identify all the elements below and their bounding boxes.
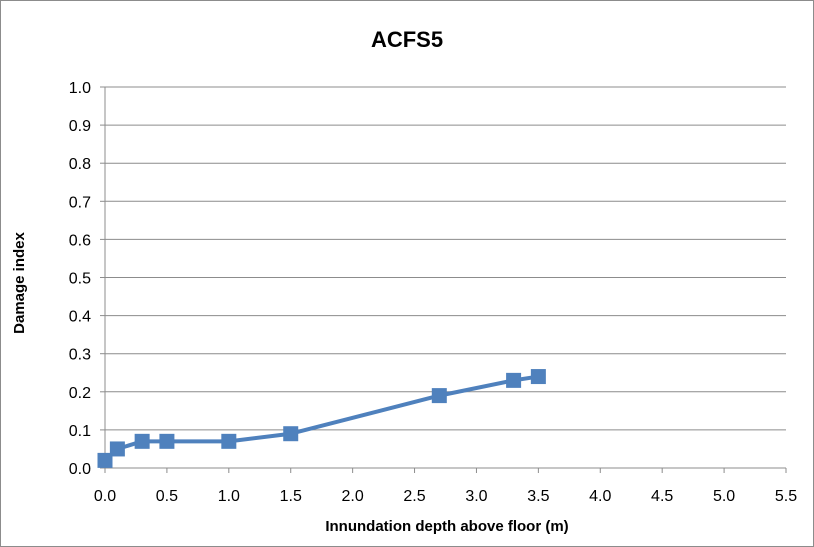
gridlines — [105, 86, 786, 431]
x-tick-label-2.0: 2.0 — [342, 488, 364, 505]
data-point-marker-1 — [109, 441, 125, 457]
data-point-marker-5 — [283, 426, 299, 442]
data-point-marker-2 — [134, 433, 150, 449]
data-point-marker-0 — [97, 452, 113, 468]
x-tick-label-0.5: 0.5 — [156, 488, 178, 505]
x-tick-label-2.5: 2.5 — [403, 488, 425, 505]
y-tick-label-0.7: 0.7 — [69, 194, 91, 211]
data-point-marker-6 — [431, 388, 447, 404]
chart-title: ACFS5 — [371, 27, 443, 52]
data-point-marker-4 — [221, 433, 237, 449]
x-tick-label-4.0: 4.0 — [589, 488, 611, 505]
data-point-marker-3 — [159, 433, 175, 449]
y-axis-title: Damage index — [11, 231, 28, 333]
y-tick-label-0.0: 0.0 — [69, 461, 91, 478]
data-series — [97, 369, 546, 468]
x-tick-label-5.5: 5.5 — [775, 488, 797, 505]
x-tick-label-4.5: 4.5 — [651, 488, 673, 505]
y-tick-label-0.1: 0.1 — [69, 423, 91, 440]
y-tick-label-0.8: 0.8 — [69, 156, 91, 173]
x-tick-label-1.0: 1.0 — [218, 488, 240, 505]
x-tick-label-3.5: 3.5 — [527, 488, 549, 505]
y-tick-label-0.2: 0.2 — [69, 385, 91, 402]
y-tick-label-1.0: 1.0 — [69, 80, 91, 97]
x-tick-label-5.0: 5.0 — [713, 488, 735, 505]
y-tick-label-0.5: 0.5 — [69, 271, 91, 288]
y-tick-label-0.9: 0.9 — [69, 118, 91, 135]
x-tick-label-0.0: 0.0 — [94, 488, 116, 505]
axes — [100, 86, 787, 473]
y-tick-label-0.6: 0.6 — [69, 232, 91, 249]
data-point-marker-7 — [506, 372, 522, 388]
x-tick-label-1.5: 1.5 — [280, 488, 302, 505]
x-tick-label-3.0: 3.0 — [465, 488, 487, 505]
tick-labels: 0.0 0.1 0.2 0.3 0.4 0.5 0.6 0.7 0.8 0.9 1.0 0.0 0.5 1… — [69, 80, 797, 505]
data-point-marker-8 — [530, 369, 546, 385]
y-tick-label-0.3: 0.3 — [69, 347, 91, 364]
y-tick-label-0.4: 0.4 — [69, 309, 91, 326]
x-axis-title: Innundation depth above floor (m) — [325, 518, 568, 535]
